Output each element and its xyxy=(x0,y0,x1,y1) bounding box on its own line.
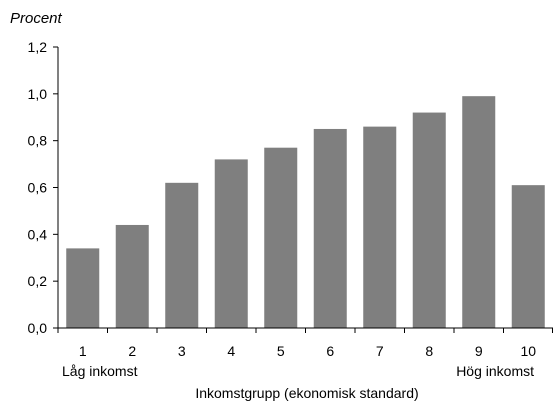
y-tick-label: 1,0 xyxy=(28,86,48,102)
x-sublabel-low-income: Låg inkomst xyxy=(62,363,138,379)
bar-10 xyxy=(511,185,545,328)
y-axis: 0,0 0,2 0,4 0,6 0,8 1,0 1,2 xyxy=(28,39,59,336)
x-axis: 1 2 3 4 5 6 7 8 9 10 xyxy=(57,327,553,359)
x-tick-label-6: 6 xyxy=(326,343,334,359)
x-tick-label-5: 5 xyxy=(277,343,285,359)
bar-8 xyxy=(412,112,446,328)
bar-3 xyxy=(165,182,199,328)
x-tick-label-2: 2 xyxy=(128,343,136,359)
x-tick-label-10: 10 xyxy=(520,343,536,359)
x-tick-label-4: 4 xyxy=(227,343,235,359)
y-tick-label: 0,4 xyxy=(28,226,48,242)
x-axis-title: Inkomstgrupp (ekonomisk standard) xyxy=(195,385,418,401)
y-tick-label: 0,6 xyxy=(28,180,48,196)
y-tick-label: 0,0 xyxy=(28,320,48,336)
x-tick-label-8: 8 xyxy=(425,343,433,359)
y-axis-title: Procent xyxy=(10,10,63,27)
y-tick-label: 0,2 xyxy=(28,273,48,289)
bar-9 xyxy=(462,96,496,328)
bars xyxy=(66,96,545,328)
bar-2 xyxy=(115,224,149,328)
y-tick-label: 0,8 xyxy=(28,133,48,149)
x-tick-label-3: 3 xyxy=(178,343,186,359)
x-sublabel-high-income: Hög inkomst xyxy=(456,363,534,379)
y-tick-label: 1,2 xyxy=(28,39,48,55)
x-tick-label-1: 1 xyxy=(79,343,87,359)
bar-4 xyxy=(214,159,248,328)
bar-5 xyxy=(264,147,298,328)
bar-6 xyxy=(313,128,347,328)
x-tick-label-7: 7 xyxy=(376,343,384,359)
bar-1 xyxy=(66,248,100,328)
bar-7 xyxy=(363,126,397,328)
x-tick-label-9: 9 xyxy=(475,343,483,359)
